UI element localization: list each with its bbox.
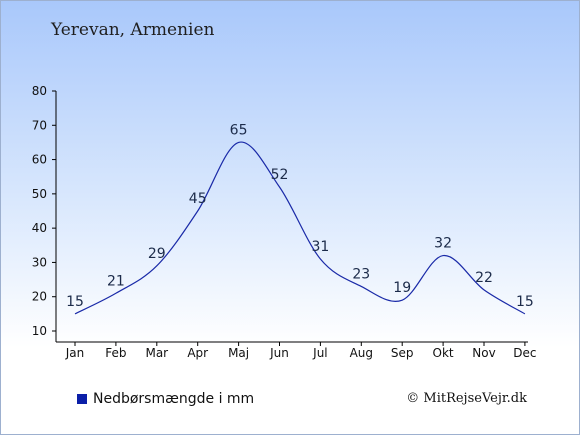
x-tick-label: Nov — [472, 346, 495, 360]
y-tick-label: 80 — [32, 84, 47, 98]
y-tick-label: 10 — [32, 324, 47, 338]
x-tick-label: Jan — [65, 346, 85, 360]
x-tick-label: Dec — [513, 346, 536, 360]
y-tick-label: 60 — [32, 153, 47, 167]
data-label: 15 — [66, 294, 84, 310]
series-line-nedborsmaengde — [74, 141, 526, 315]
data-label: 15 — [516, 294, 534, 310]
data-label: 19 — [393, 280, 411, 296]
y-tick-label: 70 — [32, 118, 47, 132]
y-tick-label: 20 — [32, 290, 47, 304]
y-tick-label: 50 — [32, 187, 47, 201]
data-label: 21 — [107, 273, 125, 289]
chart-title: Yerevan, Armenien — [51, 20, 215, 40]
x-tick-label: Apr — [187, 346, 208, 360]
x-tick-label: Okt — [433, 346, 454, 360]
chart-legend: Nedbørsmængde i mm — [77, 391, 254, 407]
x-tick-label: Feb — [105, 346, 126, 360]
y-tick-label: 40 — [32, 221, 47, 235]
data-label: 29 — [148, 246, 166, 262]
x-tick-label: Maj — [228, 346, 249, 360]
data-label: 22 — [475, 270, 493, 286]
y-tick-label: 30 — [32, 255, 47, 269]
credit-text: © MitRejseVejr.dk — [406, 391, 527, 406]
data-label: 65 — [230, 122, 248, 138]
data-label: 31 — [311, 239, 329, 255]
data-label: 52 — [271, 167, 289, 183]
x-tick-label: Sep — [391, 346, 414, 360]
data-label: 32 — [434, 236, 452, 252]
data-label: 23 — [352, 266, 370, 282]
legend-swatch — [77, 394, 87, 404]
x-tick-label: Aug — [350, 346, 373, 360]
x-tick-label: Jul — [312, 346, 327, 360]
legend-label: Nedbørsmængde i mm — [93, 391, 255, 407]
data-label: 45 — [189, 191, 207, 207]
x-tick-label: Mar — [145, 346, 168, 360]
x-tick-label: Jun — [269, 346, 289, 360]
